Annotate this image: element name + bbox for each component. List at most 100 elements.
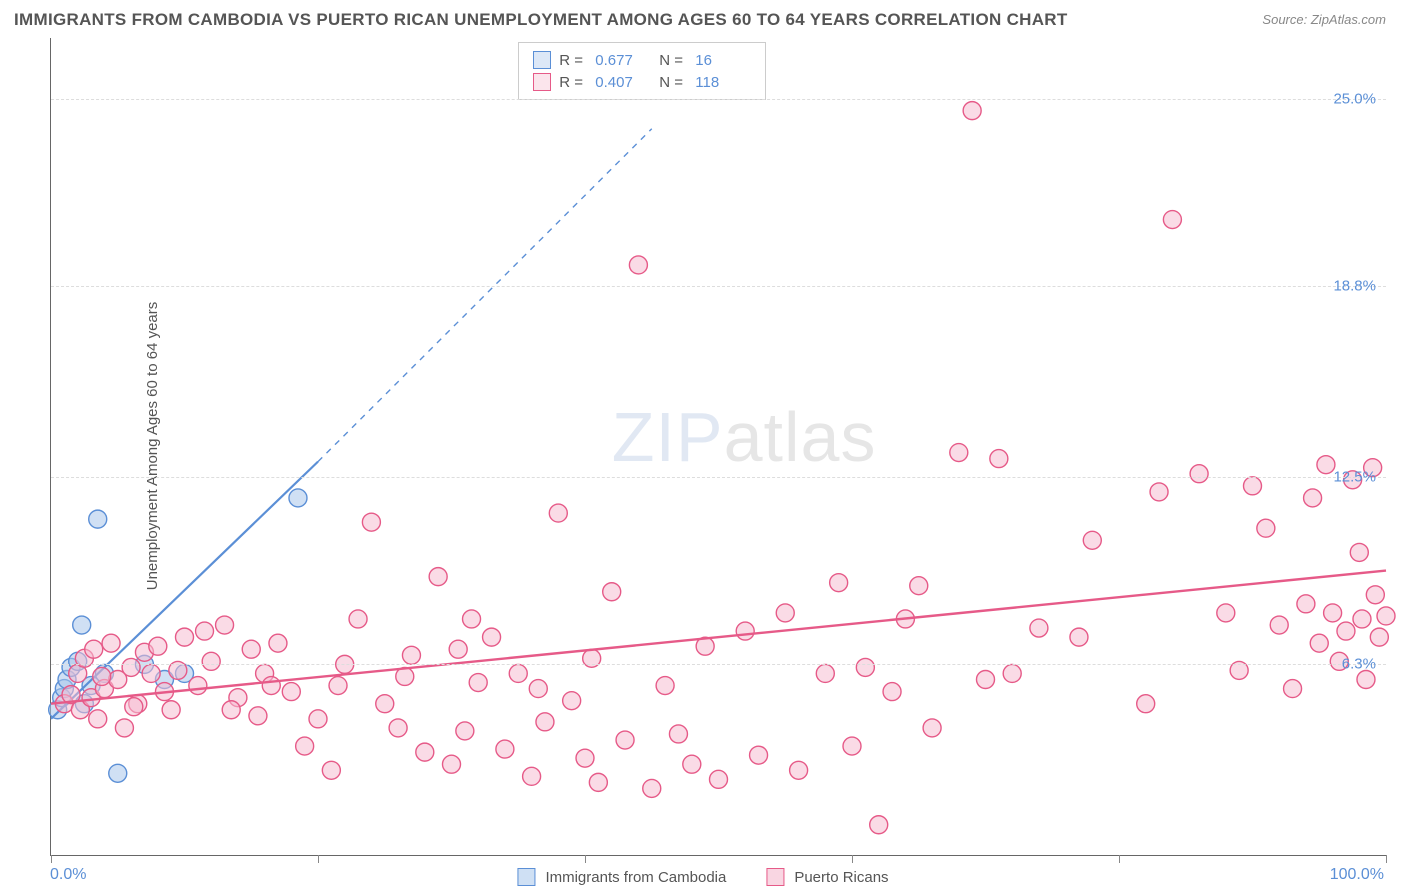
- data-point: [776, 604, 794, 622]
- data-point: [469, 674, 487, 692]
- legend-swatch: [517, 868, 535, 886]
- data-point: [576, 749, 594, 767]
- stats-row: R =0.677N =16: [533, 49, 751, 71]
- data-point: [1324, 604, 1342, 622]
- data-point: [416, 743, 434, 761]
- data-point: [529, 680, 547, 698]
- data-point: [710, 770, 728, 788]
- data-point: [603, 583, 621, 601]
- data-point: [162, 701, 180, 719]
- data-point: [402, 646, 420, 664]
- stats-row: R =0.407N =118: [533, 71, 751, 93]
- legend-swatch: [766, 868, 784, 886]
- data-point: [870, 816, 888, 834]
- data-point: [322, 761, 340, 779]
- correlation-chart: IMMIGRANTS FROM CAMBODIA VS PUERTO RICAN…: [0, 0, 1406, 892]
- data-point: [89, 510, 107, 528]
- data-point: [963, 102, 981, 120]
- x-tick: [1119, 855, 1120, 863]
- data-point: [1353, 610, 1371, 628]
- data-point: [449, 640, 467, 658]
- data-point: [1163, 211, 1181, 229]
- x-tick: [1386, 855, 1387, 863]
- data-point: [1304, 489, 1322, 507]
- data-point: [856, 658, 874, 676]
- data-point: [977, 670, 995, 688]
- data-point: [616, 731, 634, 749]
- data-point: [89, 710, 107, 728]
- data-point: [816, 664, 834, 682]
- data-point: [202, 652, 220, 670]
- trend-line: [51, 571, 1386, 704]
- x-tick: [318, 855, 319, 863]
- data-point: [1317, 456, 1335, 474]
- legend-item: Puerto Ricans: [766, 868, 888, 886]
- trend-line-extrapolated: [318, 129, 652, 462]
- data-point: [282, 683, 300, 701]
- source-label: Source:: [1262, 12, 1307, 27]
- x-tick: [585, 855, 586, 863]
- y-tick-label: 6.3%: [1342, 656, 1376, 673]
- data-point: [122, 658, 140, 676]
- data-point: [1350, 543, 1368, 561]
- data-point: [1284, 680, 1302, 698]
- data-point: [125, 698, 143, 716]
- data-point: [142, 664, 160, 682]
- data-point: [990, 450, 1008, 468]
- data-point: [1370, 628, 1388, 646]
- data-point: [329, 677, 347, 695]
- data-point: [1003, 664, 1021, 682]
- data-point: [389, 719, 407, 737]
- y-tick-label: 18.8%: [1333, 278, 1376, 295]
- data-point: [1150, 483, 1168, 501]
- data-point: [1190, 465, 1208, 483]
- data-point: [669, 725, 687, 743]
- stat-n-value: 118: [695, 74, 751, 91]
- data-point: [189, 677, 207, 695]
- data-point: [883, 683, 901, 701]
- data-point: [289, 489, 307, 507]
- plot-area: R =0.677N =16R =0.407N =118 ZIPatlas 6.3…: [50, 38, 1386, 856]
- data-point: [736, 622, 754, 640]
- legend-label: Puerto Ricans: [794, 869, 888, 886]
- data-point: [830, 574, 848, 592]
- data-point: [93, 667, 111, 685]
- data-point: [1217, 604, 1235, 622]
- data-point: [910, 577, 928, 595]
- data-point: [73, 616, 91, 634]
- data-point: [242, 640, 260, 658]
- data-point: [1297, 595, 1315, 613]
- data-point: [509, 664, 527, 682]
- data-point: [549, 504, 567, 522]
- data-point: [563, 692, 581, 710]
- gridline-h: [51, 286, 1386, 287]
- data-point: [790, 761, 808, 779]
- data-point: [349, 610, 367, 628]
- data-point: [643, 779, 661, 797]
- chart-title: IMMIGRANTS FROM CAMBODIA VS PUERTO RICAN…: [14, 10, 1068, 30]
- x-axis-max-label: 100.0%: [1330, 866, 1384, 884]
- data-point: [1137, 695, 1155, 713]
- data-point: [750, 746, 768, 764]
- data-point: [1257, 519, 1275, 537]
- data-point: [1270, 616, 1288, 634]
- x-tick: [51, 855, 52, 863]
- legend-swatch: [533, 51, 551, 69]
- data-point: [362, 513, 380, 531]
- data-point: [429, 568, 447, 586]
- stat-key: R =: [559, 52, 587, 69]
- data-point: [463, 610, 481, 628]
- data-point: [109, 764, 127, 782]
- data-point: [589, 773, 607, 791]
- data-point: [1310, 634, 1328, 652]
- data-point: [176, 628, 194, 646]
- data-point: [1357, 670, 1375, 688]
- data-point: [456, 722, 474, 740]
- gridline-h: [51, 664, 1386, 665]
- data-point: [1244, 477, 1262, 495]
- plot-svg: [51, 38, 1386, 855]
- data-point: [309, 710, 327, 728]
- data-point: [1083, 531, 1101, 549]
- data-point: [222, 701, 240, 719]
- data-point: [950, 444, 968, 462]
